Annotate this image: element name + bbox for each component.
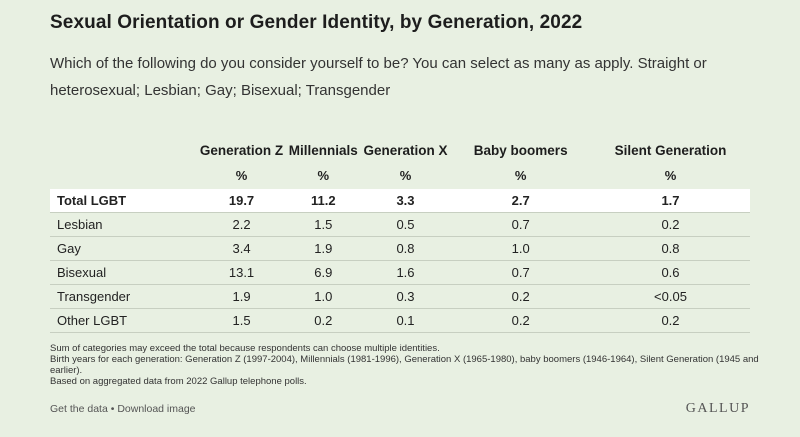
unit-cell: % [317, 167, 330, 183]
table-cell: 0.7 [450, 260, 591, 285]
table-cell: 0.2 [450, 308, 591, 333]
table-header-row: Generation Z Millennials Generation X Ba… [50, 124, 750, 161]
table-cell: 1.7 [590, 189, 750, 213]
column-header: Generation Z [199, 143, 284, 158]
table-cell: 13.1 [197, 260, 287, 285]
data-table: Generation Z Millennials Generation X Ba… [50, 124, 750, 333]
table-row: Total LGBT 19.7 11.2 3.3 2.7 1.7 [50, 189, 750, 213]
table-cell: 3.3 [360, 189, 451, 213]
table-cell: <0.05 [590, 284, 750, 309]
table-cell: 0.2 [450, 284, 591, 309]
table-cell: 3.4 [197, 236, 287, 261]
table-cell: 11.2 [286, 189, 361, 213]
table-cell: 0.6 [590, 260, 750, 285]
table-row: Transgender 1.9 1.0 0.3 0.2 <0.05 [50, 284, 750, 309]
table-cell: 2.7 [450, 189, 591, 213]
table-cell: 0.7 [450, 212, 591, 237]
note-text: Birth years for each generation: Generat… [50, 354, 759, 376]
table-cell: 0.8 [590, 236, 750, 261]
table-cell: 0.5 [360, 212, 451, 237]
unit-cell: % [664, 167, 677, 183]
table-cell: 0.8 [360, 236, 451, 261]
table-row: Bisexual 13.1 6.9 1.6 0.7 0.6 [50, 260, 750, 285]
table-cell: 1.0 [286, 284, 361, 309]
chart-title: Sexual Orientation or Gender Identity, b… [50, 12, 583, 33]
table-cell: 1.9 [197, 284, 287, 309]
note-text: Sum of categories may exceed the total b… [50, 343, 440, 354]
table-cell: 19.7 [197, 189, 287, 213]
column-header: Millennials [288, 143, 358, 158]
table-cell: 0.2 [590, 308, 750, 333]
row-label: Lesbian [50, 212, 197, 237]
row-label-header [50, 124, 197, 161]
table-cell: 0.3 [360, 284, 451, 309]
chart-notes: Sum of categories may exceed the total b… [50, 343, 760, 387]
unit-cell: % [514, 167, 527, 183]
table-cell: 1.6 [360, 260, 451, 285]
units-label [50, 161, 197, 189]
row-label: Gay [50, 236, 197, 261]
column-header: Generation X [363, 143, 448, 158]
units-row: % % % % % [50, 161, 750, 189]
table-cell: 0.2 [590, 212, 750, 237]
gallup-logo: GALLUP [685, 401, 750, 416]
table-row: Gay 3.4 1.9 0.8 1.0 0.8 [50, 236, 750, 261]
table-row: Lesbian 2.2 1.5 0.5 0.7 0.2 [50, 212, 750, 237]
row-label: Transgender [50, 284, 197, 309]
note-text: Based on aggregated data from 2022 Gallu… [50, 376, 307, 387]
download-image-link[interactable]: Download image [117, 403, 196, 415]
row-label: Total LGBT [50, 189, 197, 213]
table-cell: 1.9 [286, 236, 361, 261]
table-cell: 1.5 [286, 212, 361, 237]
get-data-link[interactable]: Get the data [50, 403, 108, 415]
column-header: Silent Generation [614, 143, 727, 158]
table-row: Other LGBT 1.5 0.2 0.1 0.2 0.2 [50, 308, 750, 333]
row-label: Bisexual [50, 260, 197, 285]
table-cell: 2.2 [197, 212, 287, 237]
link-separator: • [107, 403, 118, 415]
column-header: Baby boomers [473, 143, 568, 158]
chart-subtitle: Which of the following do you consider y… [50, 55, 707, 99]
table-cell: 0.1 [360, 308, 451, 333]
table-cell: 6.9 [286, 260, 361, 285]
unit-cell: % [235, 167, 248, 183]
table-cell: 0.2 [286, 308, 361, 333]
unit-cell: % [399, 167, 412, 183]
table-cell: 1.5 [197, 308, 287, 333]
table-cell: 1.0 [450, 236, 591, 261]
footer-links: Get the data • Download image [50, 403, 196, 415]
row-label: Other LGBT [50, 308, 197, 333]
